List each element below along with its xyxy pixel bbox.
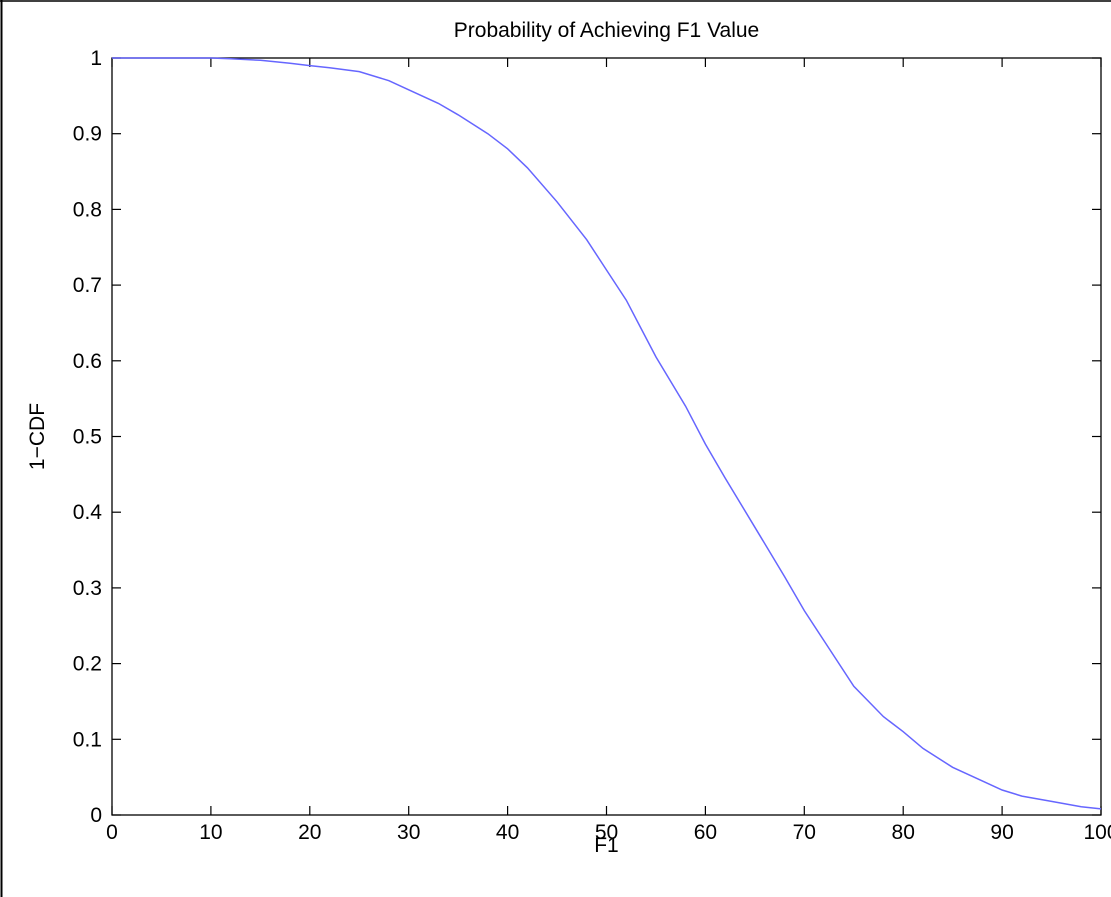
x-axis-title: F1 (594, 834, 619, 857)
x-tick-label: 40 (496, 821, 519, 844)
series-line (112, 57, 1102, 810)
x-tick-label: 10 (199, 821, 222, 844)
plot-area-frame (111, 57, 1102, 816)
x-tick-label: 60 (694, 821, 717, 844)
y-tick-label: 0 (90, 804, 102, 827)
y-tick-label: 0.3 (73, 577, 102, 600)
y-tick-label: 0.4 (73, 501, 103, 524)
y-tick-label: 0.7 (73, 274, 102, 297)
y-tick-label: 0.5 (73, 426, 102, 449)
x-tick-label: 50 (595, 821, 618, 844)
x-tick-label: 30 (397, 821, 420, 844)
x-tick-label: 100 (1083, 821, 1111, 844)
y-tick-label: 0.2 (73, 653, 102, 676)
x-tick-label: 20 (298, 821, 321, 844)
x-tick-label: 80 (892, 821, 915, 844)
y-axis-title: 1−CDF (26, 403, 49, 470)
y-tick-label: 0.1 (73, 728, 102, 751)
axis-tick-labels: 0 10 20 30 40 50 60 70 80 90 100 0 0.1 0.2 0.3 0.4 0.5 0.… (73, 47, 1111, 844)
chart-title: Probability of Achieving F1 Value (454, 19, 759, 42)
y-tick-label: 0.8 (73, 198, 102, 221)
y-tick-label: 0.6 (73, 350, 102, 373)
x-tick-label: 0 (106, 821, 118, 844)
axis-ticks (111, 57, 1102, 816)
x-tick-label: 90 (990, 821, 1013, 844)
y-tick-label: 1 (90, 47, 102, 70)
x-tick-label: 70 (793, 821, 816, 844)
y-tick-label: 0.9 (73, 123, 102, 146)
